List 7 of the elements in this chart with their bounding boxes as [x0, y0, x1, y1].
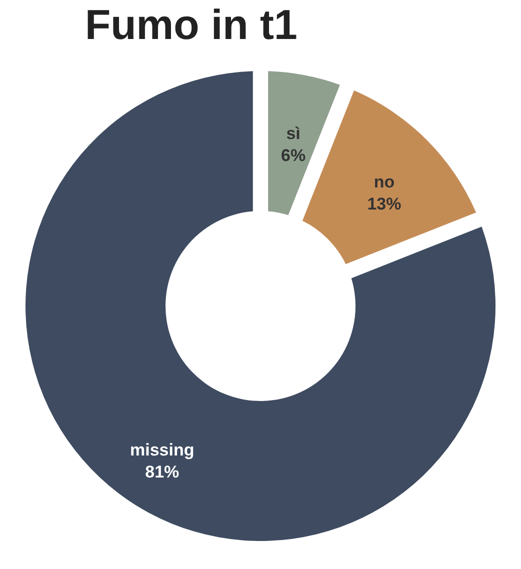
slice-label: missing [130, 440, 194, 460]
data-label: 81% [145, 462, 180, 482]
data-label: 13% [367, 194, 402, 214]
slice-label: no [374, 172, 395, 192]
data-label: 6% [281, 146, 306, 166]
chart-title: Fumo in t1 [85, 1, 298, 48]
slice-label: sì [286, 124, 300, 144]
